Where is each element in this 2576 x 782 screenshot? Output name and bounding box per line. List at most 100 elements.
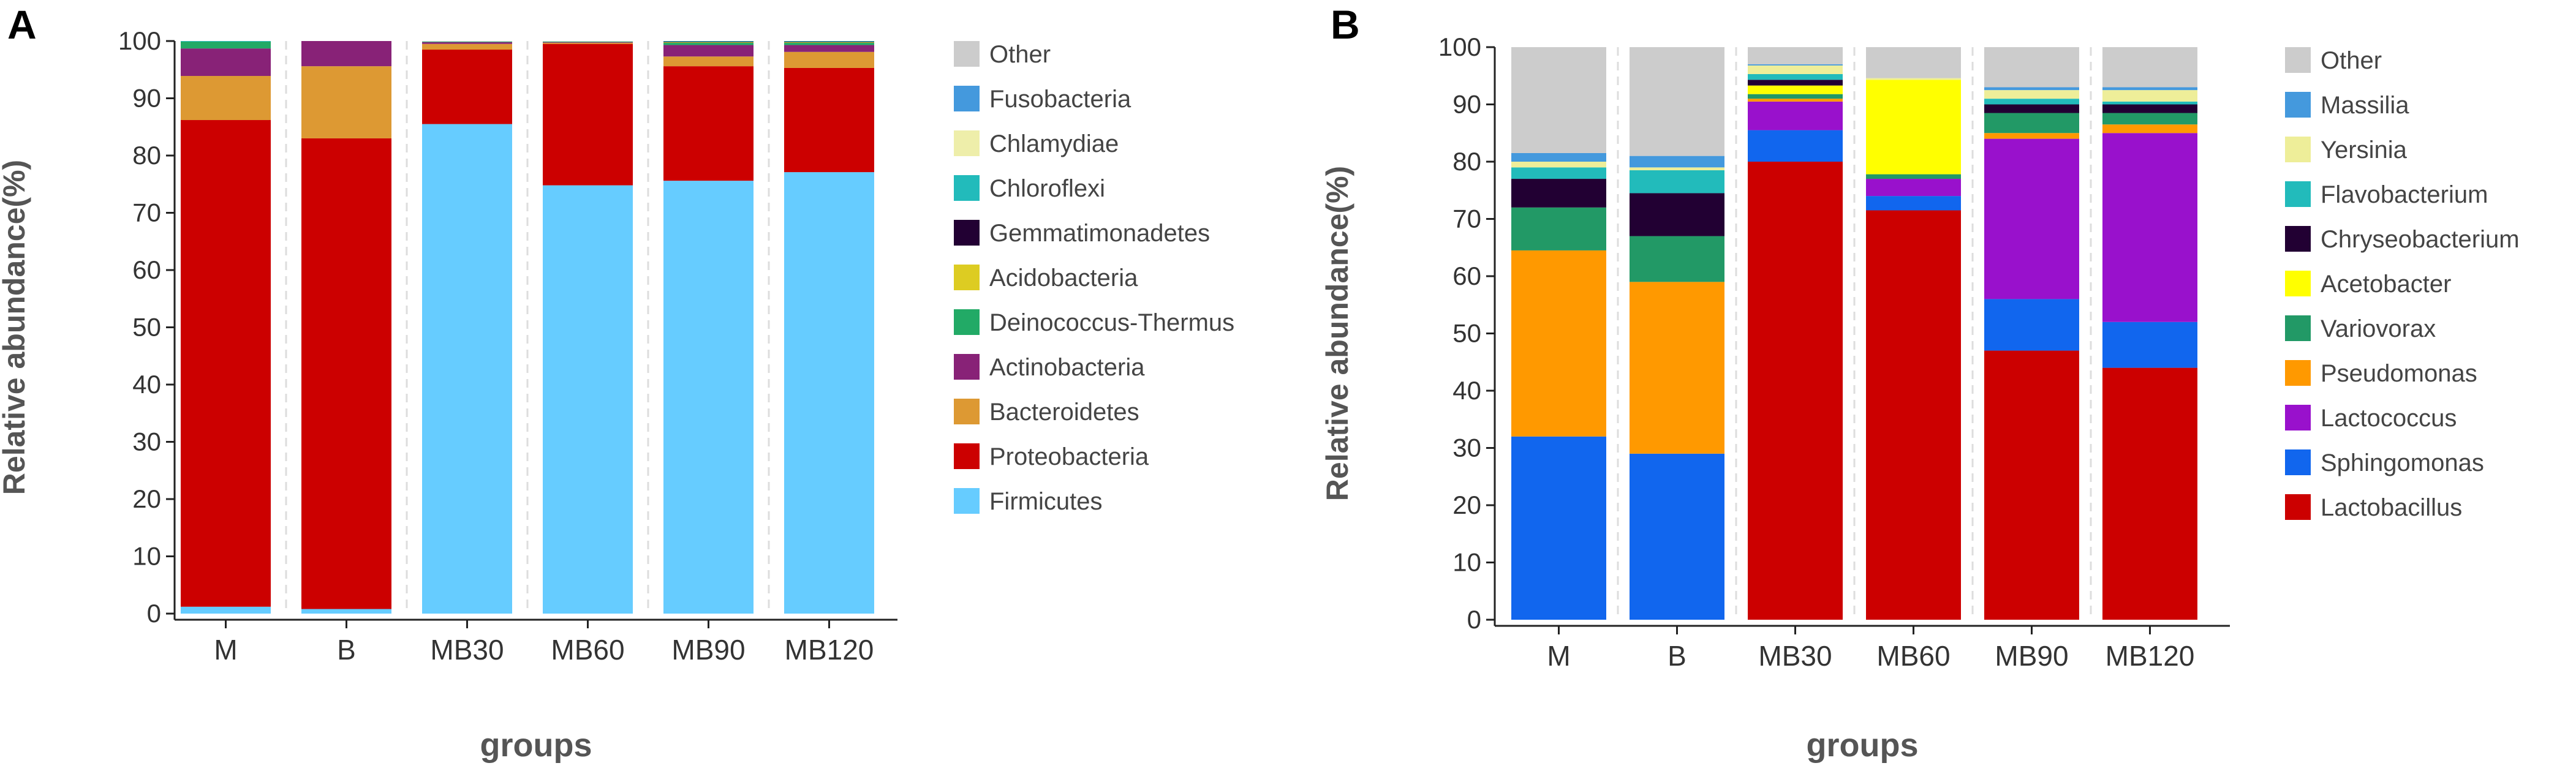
legend-swatch-firmicutes: [954, 488, 980, 514]
bar-segment-mb60-other: [543, 41, 633, 42]
y-tick-label: 50: [1452, 319, 1481, 348]
x-tick-label: MB90: [1995, 640, 2068, 672]
legend-swatch-massilia: [2285, 92, 2311, 118]
legend-label-acidobacteria: Acidobacteria: [989, 265, 1138, 291]
x-tick-label: B: [337, 634, 356, 666]
bar-segment-mb90-deinococcus-thermus: [663, 42, 754, 45]
bar-segment-b-pseudomonas: [1630, 282, 1724, 454]
legend-label-fusobacteria: Fusobacteria: [989, 86, 1131, 113]
bar-segment-b-chryseobacterium: [1630, 193, 1724, 236]
legend-swatch-fusobacteria: [954, 86, 980, 111]
bar-segment-m-chryseobacterium: [1511, 179, 1606, 208]
legend-label-deinococcus-thermus: Deinococcus-Thermus: [989, 309, 1234, 336]
bar-segment-mb30-bacteroidetes: [422, 43, 512, 50]
bar-segment-m-flavobacterium: [1511, 167, 1606, 179]
bar-segment-mb90-firmicutes: [663, 181, 754, 614]
legend: Other Massilia Yersinia Flavobacterium Chrys…: [2285, 47, 2520, 521]
bar-segment-m-bacteroidetes: [181, 76, 271, 121]
bar-segment-b-proteobacteria: [301, 138, 391, 609]
y-tick-label: 10: [132, 542, 161, 571]
y-tick-label: 80: [132, 141, 161, 170]
legend-swatch-other: [2285, 47, 2311, 73]
bar-segment-mb90-lactococcus: [1984, 138, 2079, 299]
legend-label-acetobacter: Acetobacter: [2321, 271, 2451, 298]
x-tick-label: MB60: [551, 634, 624, 666]
panel-label: B: [1331, 2, 1360, 47]
legend-swatch-bacteroidetes: [954, 399, 980, 424]
bar-segment-mb120-yersinia: [2102, 90, 2197, 102]
y-axis-title: Relative abundance(%): [0, 160, 31, 495]
bar-segment-mb120-acidobacteria: [784, 42, 874, 43]
bar-segment-m-variovorax: [1511, 207, 1606, 250]
legend-swatch-gemmatimonadetes: [954, 220, 980, 246]
plot-area: [175, 41, 897, 614]
legend-label-lactococcus: Lactococcus: [2321, 405, 2457, 432]
bar-segment-m-yersinia: [1511, 162, 1606, 168]
bar-segment-m-sphingomonas: [1511, 436, 1606, 620]
bar-segment-m-massilia: [1511, 152, 1606, 162]
y-tick-label: 90: [1452, 90, 1481, 119]
legend-swatch-proteobacteria: [954, 443, 980, 469]
bar-segment-mb60-actinobacteria: [543, 42, 633, 43]
legend-label-chryseobacterium: Chryseobacterium: [2321, 226, 2520, 253]
legend-swatch-other: [954, 41, 980, 67]
bar-segment-mb90-lactobacillus: [1984, 350, 2079, 620]
bar-segment-b-sphingomonas: [1630, 453, 1724, 620]
bar-segment-mb60-lactobacillus: [1866, 210, 1961, 620]
legend-label-other: Other: [989, 41, 1051, 68]
legend-label-flavobacterium: Flavobacterium: [2321, 181, 2488, 208]
legend-swatch-variovorax: [2285, 315, 2311, 341]
bar-segment-b-actinobacteria: [301, 41, 391, 67]
x-tick-label: M: [214, 634, 237, 666]
y-tick-label: 60: [1452, 261, 1481, 290]
bar-segment-mb60-firmicutes: [543, 185, 633, 614]
x-tick-label: B: [1668, 640, 1686, 672]
y-axis-title: Relative abundance(%): [1320, 166, 1354, 501]
legend-label-yersinia: Yersinia: [2321, 137, 2408, 164]
legend-label-firmicutes: Firmicutes: [989, 488, 1102, 515]
legend-swatch-sphingomonas: [2285, 449, 2311, 475]
bar-segment-mb30-other: [1748, 47, 1843, 65]
y-tick-label: 10: [1452, 548, 1481, 577]
bar-segment-b-firmicutes: [301, 609, 391, 614]
y-tick-label: 20: [132, 484, 161, 513]
bar-segment-mb30-other: [422, 41, 512, 42]
legend: Other Fusobacteria Chlamydiae Chloroflexi Ge…: [954, 41, 1234, 515]
bar-segment-mb120-pseudomonas: [2102, 124, 2197, 133]
bar-segment-mb90-sphingomonas: [1984, 299, 2079, 351]
y-tick-label: 70: [1452, 205, 1481, 233]
bar-segment-b-massilia: [1630, 156, 1724, 168]
bar-segment-mb30-acetobacter: [1748, 85, 1843, 94]
legend-label-chloroflexi: Chloroflexi: [989, 175, 1105, 202]
bar-segment-mb90-bacteroidetes: [663, 56, 754, 67]
bar-segment-mb120-lactobacillus: [2102, 367, 2197, 620]
x-tick-label: MB30: [430, 634, 504, 666]
legend-label-massilia: Massilia: [2321, 92, 2409, 119]
bar-segment-mb120-chryseobacterium: [2102, 104, 2197, 113]
bar-segment-mb120-actinobacteria: [784, 45, 874, 52]
x-axis-title: groups: [480, 727, 592, 764]
bar-segment-mb30-actinobacteria: [422, 42, 512, 44]
legend-label-bacteroidetes: Bacteroidetes: [989, 399, 1139, 426]
bar-segment-mb90-flavobacterium: [1984, 99, 2079, 105]
bar-segment-mb120-chloroflexi: [784, 41, 874, 42]
bar-segment-mb120-massilia: [2102, 87, 2197, 91]
bar-segment-m-proteobacteria: [181, 120, 271, 607]
y-tick-label: 90: [132, 84, 161, 113]
bar-segment-mb90-acidobacteria: [663, 42, 754, 43]
y-tick-label: 0: [1467, 605, 1481, 634]
bar-segment-mb120-flavobacterium: [2102, 101, 2197, 105]
bar-segment-mb30-variovorax: [1748, 94, 1843, 99]
legend-label-pseudomonas: Pseudomonas: [2321, 360, 2477, 387]
x-tick-label: MB90: [671, 634, 745, 666]
y-tick-label: 20: [1452, 491, 1481, 519]
bar-segment-m-deinococcus-thermus: [181, 41, 271, 49]
bar-segment-mb60-yersinia: [1866, 78, 1961, 80]
bar-segment-mb120-other: [2102, 47, 2197, 88]
panel-b: B 0 10 20 30 40 50 60 70 80 90 100 M B MB30 MB60 MB90 MB1…: [1320, 2, 2520, 764]
legend-swatch-deinococcus-thermus: [954, 309, 980, 335]
bar-segment-mb90-chloroflexi: [663, 41, 754, 42]
legend-swatch-yersinia: [2285, 137, 2311, 162]
legend-label-gemmatimonadetes: Gemmatimonadetes: [989, 220, 1210, 247]
